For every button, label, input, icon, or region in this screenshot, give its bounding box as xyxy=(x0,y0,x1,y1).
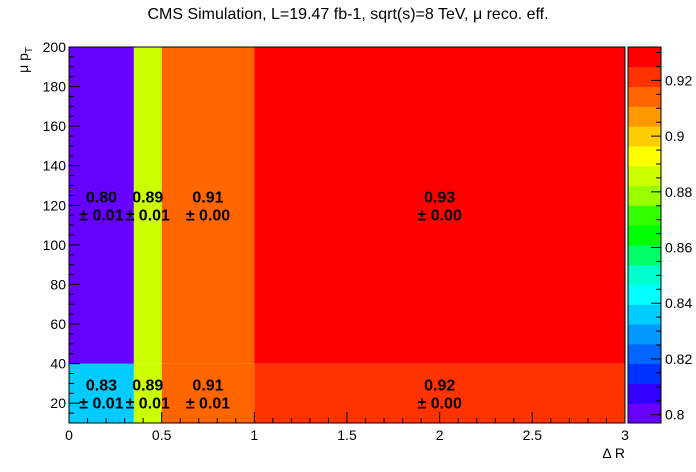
cell-value-label: 0.89 xyxy=(132,377,163,394)
cell-value-label: 0.93 xyxy=(424,189,455,206)
color-scale-segment xyxy=(628,304,661,325)
color-scale-segment xyxy=(628,185,661,206)
color-scale-segment xyxy=(628,126,661,147)
heatmap-cell xyxy=(161,47,255,364)
color-scale-tick-label: 0.8 xyxy=(665,407,685,423)
y-tick-label: 100 xyxy=(43,237,67,253)
cell-value-label: 0.92 xyxy=(424,377,455,394)
x-tick-label: 2 xyxy=(436,427,444,443)
color-scale-tick-label: 0.82 xyxy=(665,351,692,367)
x-axis-title: Δ R xyxy=(602,445,625,461)
y-axis-title-subscript: T xyxy=(24,47,35,53)
cell-value-label: 0.91 xyxy=(192,189,223,206)
axes: 0 0.5 1 1.5 2 2.5 3 20 40 60 80 100 120 140 160 180 200 xyxy=(43,39,629,443)
heatmap-cell xyxy=(254,47,626,364)
y-axis-title: μ pT xyxy=(15,47,35,73)
color-scale-segment xyxy=(628,264,661,285)
color-scale-segment xyxy=(628,165,661,187)
cell-value-label: 0.89 xyxy=(132,189,163,206)
color-scale-segment xyxy=(628,86,661,107)
color-scale-segment xyxy=(628,205,661,226)
color-scale-segment xyxy=(628,403,661,424)
heatmap-cells xyxy=(69,47,626,423)
cell-error-label: ± 0.01 xyxy=(186,395,230,412)
heatmap-cell xyxy=(133,363,162,423)
y-tick-label: 20 xyxy=(50,395,66,411)
y-tick-label: 200 xyxy=(43,39,67,55)
color-scale-segment xyxy=(628,66,661,88)
color-scale-segment xyxy=(628,145,661,167)
color-scale-tick-label: 0.92 xyxy=(665,72,692,88)
color-scale-tick-label: 0.88 xyxy=(665,184,692,200)
y-tick-label: 120 xyxy=(43,197,67,213)
heatmap-cell xyxy=(133,47,162,364)
heatmap-cell xyxy=(69,363,134,423)
chart-title: CMS Simulation, L=19.47 fb-1, sqrt(s)=8 … xyxy=(147,6,549,23)
color-scale-tick-label: 0.84 xyxy=(665,295,692,311)
y-tick-label: 60 xyxy=(50,316,66,332)
color-scale: 0.8 0.82 0.84 0.86 0.88 0.9 0.92 xyxy=(627,46,692,424)
color-scale-segment xyxy=(628,47,661,68)
color-scale-segment xyxy=(628,383,661,404)
cell-error-label: ± 0.01 xyxy=(126,395,170,412)
y-axis-title-main: μ p xyxy=(15,53,31,73)
svg-text:μ pT: μ pT xyxy=(15,47,35,73)
cell-error-label: ± 0.01 xyxy=(126,207,170,224)
x-tick-label: 0 xyxy=(65,427,73,443)
y-tick-label: 80 xyxy=(50,276,66,292)
cell-error-label: ± 0.00 xyxy=(186,207,230,224)
color-scale-tick-label: 0.9 xyxy=(665,128,685,144)
x-tick-label: 0.5 xyxy=(152,427,172,443)
cell-value-label: 0.83 xyxy=(86,377,117,394)
color-scale-segment xyxy=(628,284,661,305)
color-scale-segment xyxy=(628,324,661,345)
y-tick-label: 140 xyxy=(43,158,67,174)
y-tick-label: 40 xyxy=(50,356,66,372)
cell-error-label: ± 0.01 xyxy=(79,207,123,224)
cell-value-label: 0.91 xyxy=(192,377,223,394)
cell-error-label: ± 0.00 xyxy=(417,207,461,224)
color-scale-segment xyxy=(628,106,661,127)
y-tick-label: 160 xyxy=(43,118,67,134)
x-tick-label: 2.5 xyxy=(523,427,543,443)
cell-value-label: 0.80 xyxy=(86,189,117,206)
color-scale-segment xyxy=(628,343,661,365)
cell-error-label: ± 0.00 xyxy=(417,395,461,412)
color-scale-segment xyxy=(628,363,661,384)
color-scale-tick-label: 0.86 xyxy=(665,240,692,256)
cell-error-label: ± 0.01 xyxy=(79,395,123,412)
color-scale-segment xyxy=(628,225,661,246)
color-scale-frame xyxy=(627,46,662,424)
color-scale-segment xyxy=(628,244,661,266)
heatmap-cell xyxy=(161,363,255,423)
x-tick-label: 3 xyxy=(621,427,629,443)
x-tick-label: 1 xyxy=(250,427,258,443)
y-tick-label: 180 xyxy=(43,79,67,95)
x-tick-label: 1.5 xyxy=(337,427,357,443)
cell-labels: 0.83± 0.010.89± 0.010.91± 0.010.92± 0.00… xyxy=(79,189,462,412)
